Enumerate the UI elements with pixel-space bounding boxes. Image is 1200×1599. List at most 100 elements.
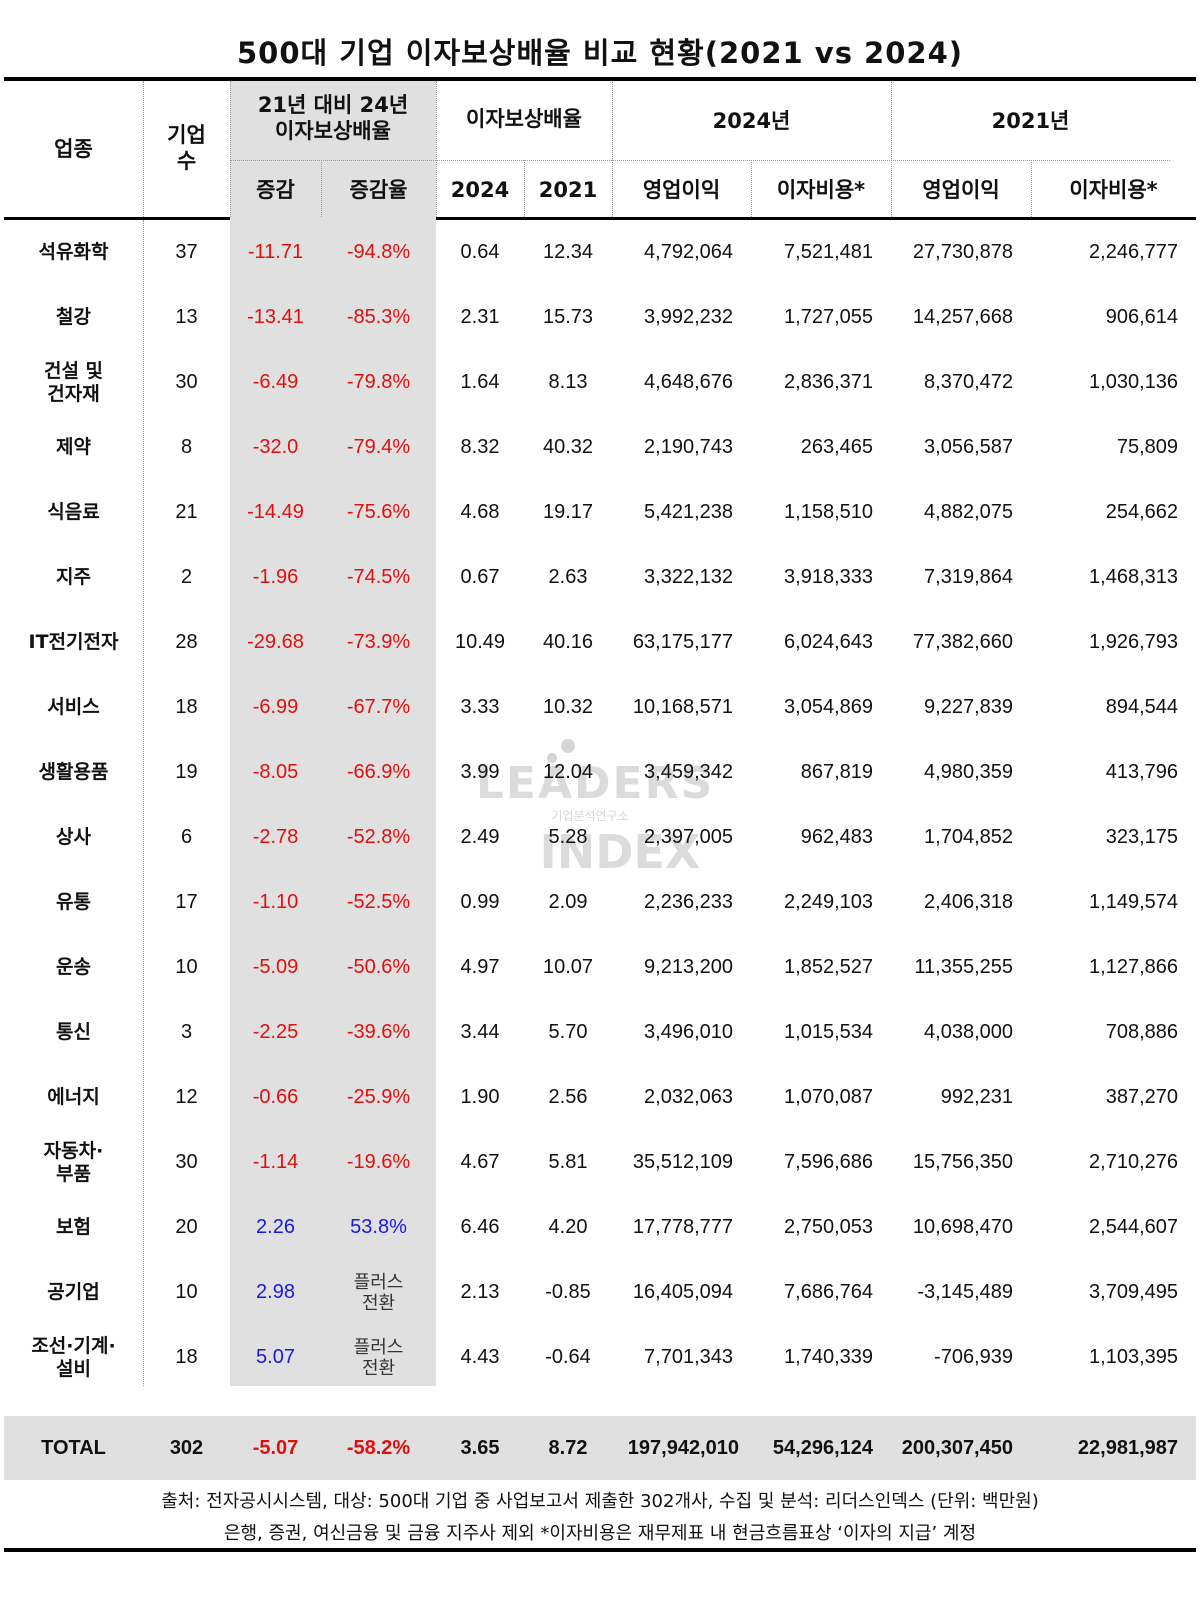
industry-cell: 생활용품 bbox=[38, 761, 109, 783]
change-rate-cell: 53.8% bbox=[350, 1216, 407, 1238]
change-rate-cell: -39.6% bbox=[346, 1021, 411, 1043]
industry-cell: 건설 및 건자재 bbox=[43, 359, 104, 405]
op-income-2024-cell: 4,792,064 bbox=[644, 241, 733, 263]
industry-cell: 통신 bbox=[56, 1021, 91, 1043]
svg-text:INDEX: INDEX bbox=[540, 825, 701, 878]
bottom-rule bbox=[4, 1548, 1196, 1552]
icr-2024-cell: 0.64 bbox=[460, 241, 500, 263]
interest-cost-2024-cell: 962,483 bbox=[800, 826, 873, 848]
icr-2024-cell: 2.49 bbox=[460, 826, 500, 848]
interest-cost-2024-cell: 2,249,103 bbox=[784, 891, 873, 913]
interest-cost-2021-cell: 1,926,793 bbox=[1089, 631, 1178, 653]
icr-2024-cell: 0.99 bbox=[460, 891, 500, 913]
interest-cost-2021-cell: 2,246,777 bbox=[1089, 241, 1178, 263]
change-cell: -1.96 bbox=[252, 566, 299, 588]
company-count-cell: 17 bbox=[175, 891, 198, 913]
footnote-exclusion: 은행, 증권, 여신금융 및 금융 지주사 제외 *이자비용은 재무제표 내 현… bbox=[223, 1523, 977, 1544]
industry-cell: 석유화학 bbox=[38, 241, 109, 263]
page-title: 500대 기업 이자보상배율 비교 현황(2021 vs 2024) bbox=[236, 36, 964, 70]
header-divider bbox=[436, 81, 437, 217]
change-rate-cell: -25.9% bbox=[346, 1086, 411, 1108]
icr-2021-cell: 2.09 bbox=[548, 891, 588, 913]
op-income-2021-cell: 2,406,318 bbox=[924, 891, 1013, 913]
icr-2021-cell: 40.16 bbox=[542, 631, 594, 653]
interest-cost-2021-cell: 1,030,136 bbox=[1089, 371, 1178, 393]
header-interest-cost-2021: 이자비용* bbox=[1069, 178, 1158, 202]
company-count-cell: 19 bbox=[175, 761, 198, 783]
industry-cell: 자동차· 부품 bbox=[43, 1139, 104, 1185]
change-cell: 2.26 bbox=[256, 1216, 295, 1238]
interest-cost-2021-cell: 75,809 bbox=[1116, 436, 1178, 458]
total-interest-cost-2021: 22,981,987 bbox=[1077, 1436, 1178, 1459]
watermark-dot-icon bbox=[547, 753, 557, 763]
op-income-2024-cell: 35,512,109 bbox=[632, 1151, 733, 1173]
change-column-shade bbox=[230, 81, 436, 1386]
header-divider bbox=[612, 81, 613, 217]
header-icr-group: 이자보상배율 bbox=[466, 107, 582, 131]
company-count-cell: 30 bbox=[175, 371, 198, 393]
industry-cell: 지주 bbox=[56, 566, 91, 588]
interest-cost-2024-cell: 7,596,686 bbox=[784, 1151, 873, 1173]
header-icr-2024: 2024 bbox=[450, 178, 510, 202]
table-row: 상사 6 -2.78 -52.8% 2.49 5.28 2,397,005 962,483 1,… bbox=[4, 805, 1196, 870]
interest-cost-2021-cell: 1,127,866 bbox=[1089, 956, 1178, 978]
watermark-dot-icon bbox=[561, 739, 575, 753]
table-row: 에너지 12 -0.66 -25.9% 1.90 2.56 2,032,063 1,070,0… bbox=[4, 1065, 1196, 1130]
icr-2024-cell: 4.97 bbox=[460, 956, 500, 978]
change-rate-cell: -67.7% bbox=[346, 696, 411, 718]
header-change-group: 21년 대비 24년 이자보상배율 bbox=[257, 93, 409, 143]
op-income-2024-cell: 7,701,343 bbox=[644, 1346, 733, 1368]
industry-cell: 조선·기계· 설비 bbox=[31, 1334, 116, 1380]
header-divider bbox=[230, 81, 231, 217]
interest-cost-2021-cell: 708,886 bbox=[1105, 1021, 1178, 1043]
change-cell: -13.41 bbox=[247, 306, 304, 328]
op-income-2024-cell: 5,421,238 bbox=[644, 501, 733, 523]
header-divider bbox=[891, 81, 892, 217]
op-income-2024-cell: 3,496,010 bbox=[644, 1021, 733, 1043]
op-income-2021-cell: 3,056,587 bbox=[924, 436, 1013, 458]
header-op-income-2021: 영업이익 bbox=[922, 178, 1000, 202]
interest-cost-2021-cell: 387,270 bbox=[1105, 1086, 1178, 1108]
table-row: 생활용품 19 -8.05 -66.9% 3.99 12.04 3,459,342 867,8… bbox=[4, 740, 1196, 805]
change-cell: -5.09 bbox=[252, 956, 299, 978]
header-divider bbox=[321, 160, 322, 217]
interest-cost-2021-cell: 906,614 bbox=[1105, 306, 1178, 328]
industry-cell: 에너지 bbox=[47, 1086, 100, 1108]
table-row: 석유화학 37 -11.71 -94.8% 0.64 12.34 4,792,064 7,52… bbox=[4, 220, 1196, 285]
header-divider bbox=[1031, 160, 1032, 217]
total-count: 302 bbox=[169, 1436, 204, 1459]
icr-2021-cell: 40.32 bbox=[542, 436, 594, 458]
table-row: 지주 2 -1.96 -74.5% 0.67 2.63 3,322,132 3,918,333… bbox=[4, 545, 1196, 610]
change-rate-cell: -52.8% bbox=[346, 826, 411, 848]
interest-cost-2021-cell: 1,103,395 bbox=[1089, 1346, 1178, 1368]
interest-cost-2021-cell: 2,710,276 bbox=[1089, 1151, 1178, 1173]
op-income-2024-cell: 63,175,177 bbox=[632, 631, 733, 653]
table-row: 조선·기계· 설비 18 5.07 플러스 전환 4.43 -0.64 7,701,343 1… bbox=[4, 1325, 1196, 1390]
interest-cost-2024-cell: 2,836,371 bbox=[784, 371, 873, 393]
interest-cost-2024-cell: 1,852,527 bbox=[784, 956, 873, 978]
change-cell: -32.0 bbox=[252, 436, 299, 458]
industry-cell: 제약 bbox=[56, 436, 91, 458]
header-change: 증감 bbox=[256, 178, 295, 202]
leaders-index-watermark: LEADERS 기업분석연구소 INDEX bbox=[480, 739, 710, 878]
table-row: 서비스 18 -6.99 -67.7% 3.33 10.32 10,168,571 3,054… bbox=[4, 675, 1196, 740]
interest-cost-2024-cell: 6,024,643 bbox=[784, 631, 873, 653]
table-row: 공기업 10 2.98 플러스 전환 2.13 -0.85 16,405,094 7,686,… bbox=[4, 1260, 1196, 1325]
icr-2021-cell: 10.07 bbox=[542, 956, 594, 978]
change-rate-cell: 플러스 전환 bbox=[353, 1271, 404, 1314]
op-income-2021-cell: 15,756,350 bbox=[912, 1151, 1013, 1173]
interest-cost-2024-cell: 3,918,333 bbox=[784, 566, 873, 588]
op-income-2024-cell: 4,648,676 bbox=[644, 371, 733, 393]
op-income-2021-cell: 7,319,864 bbox=[924, 566, 1013, 588]
op-income-2021-cell: 8,370,472 bbox=[924, 371, 1013, 393]
op-income-2021-cell: 9,227,839 bbox=[924, 696, 1013, 718]
change-rate-cell: -74.5% bbox=[346, 566, 411, 588]
icr-2024-cell: 3.33 bbox=[460, 696, 500, 718]
change-rate-cell: -85.3% bbox=[346, 306, 411, 328]
op-income-2024-cell: 16,405,094 bbox=[632, 1281, 733, 1303]
total-op-income-2024: 197,942,010 bbox=[627, 1436, 739, 1459]
icr-2024-cell: 1.90 bbox=[460, 1086, 500, 1108]
op-income-2024-cell: 2,032,063 bbox=[644, 1086, 733, 1108]
change-cell: -6.99 bbox=[252, 696, 299, 718]
table-row: 통신 3 -2.25 -39.6% 3.44 5.70 3,496,010 1,015,534… bbox=[4, 1000, 1196, 1065]
